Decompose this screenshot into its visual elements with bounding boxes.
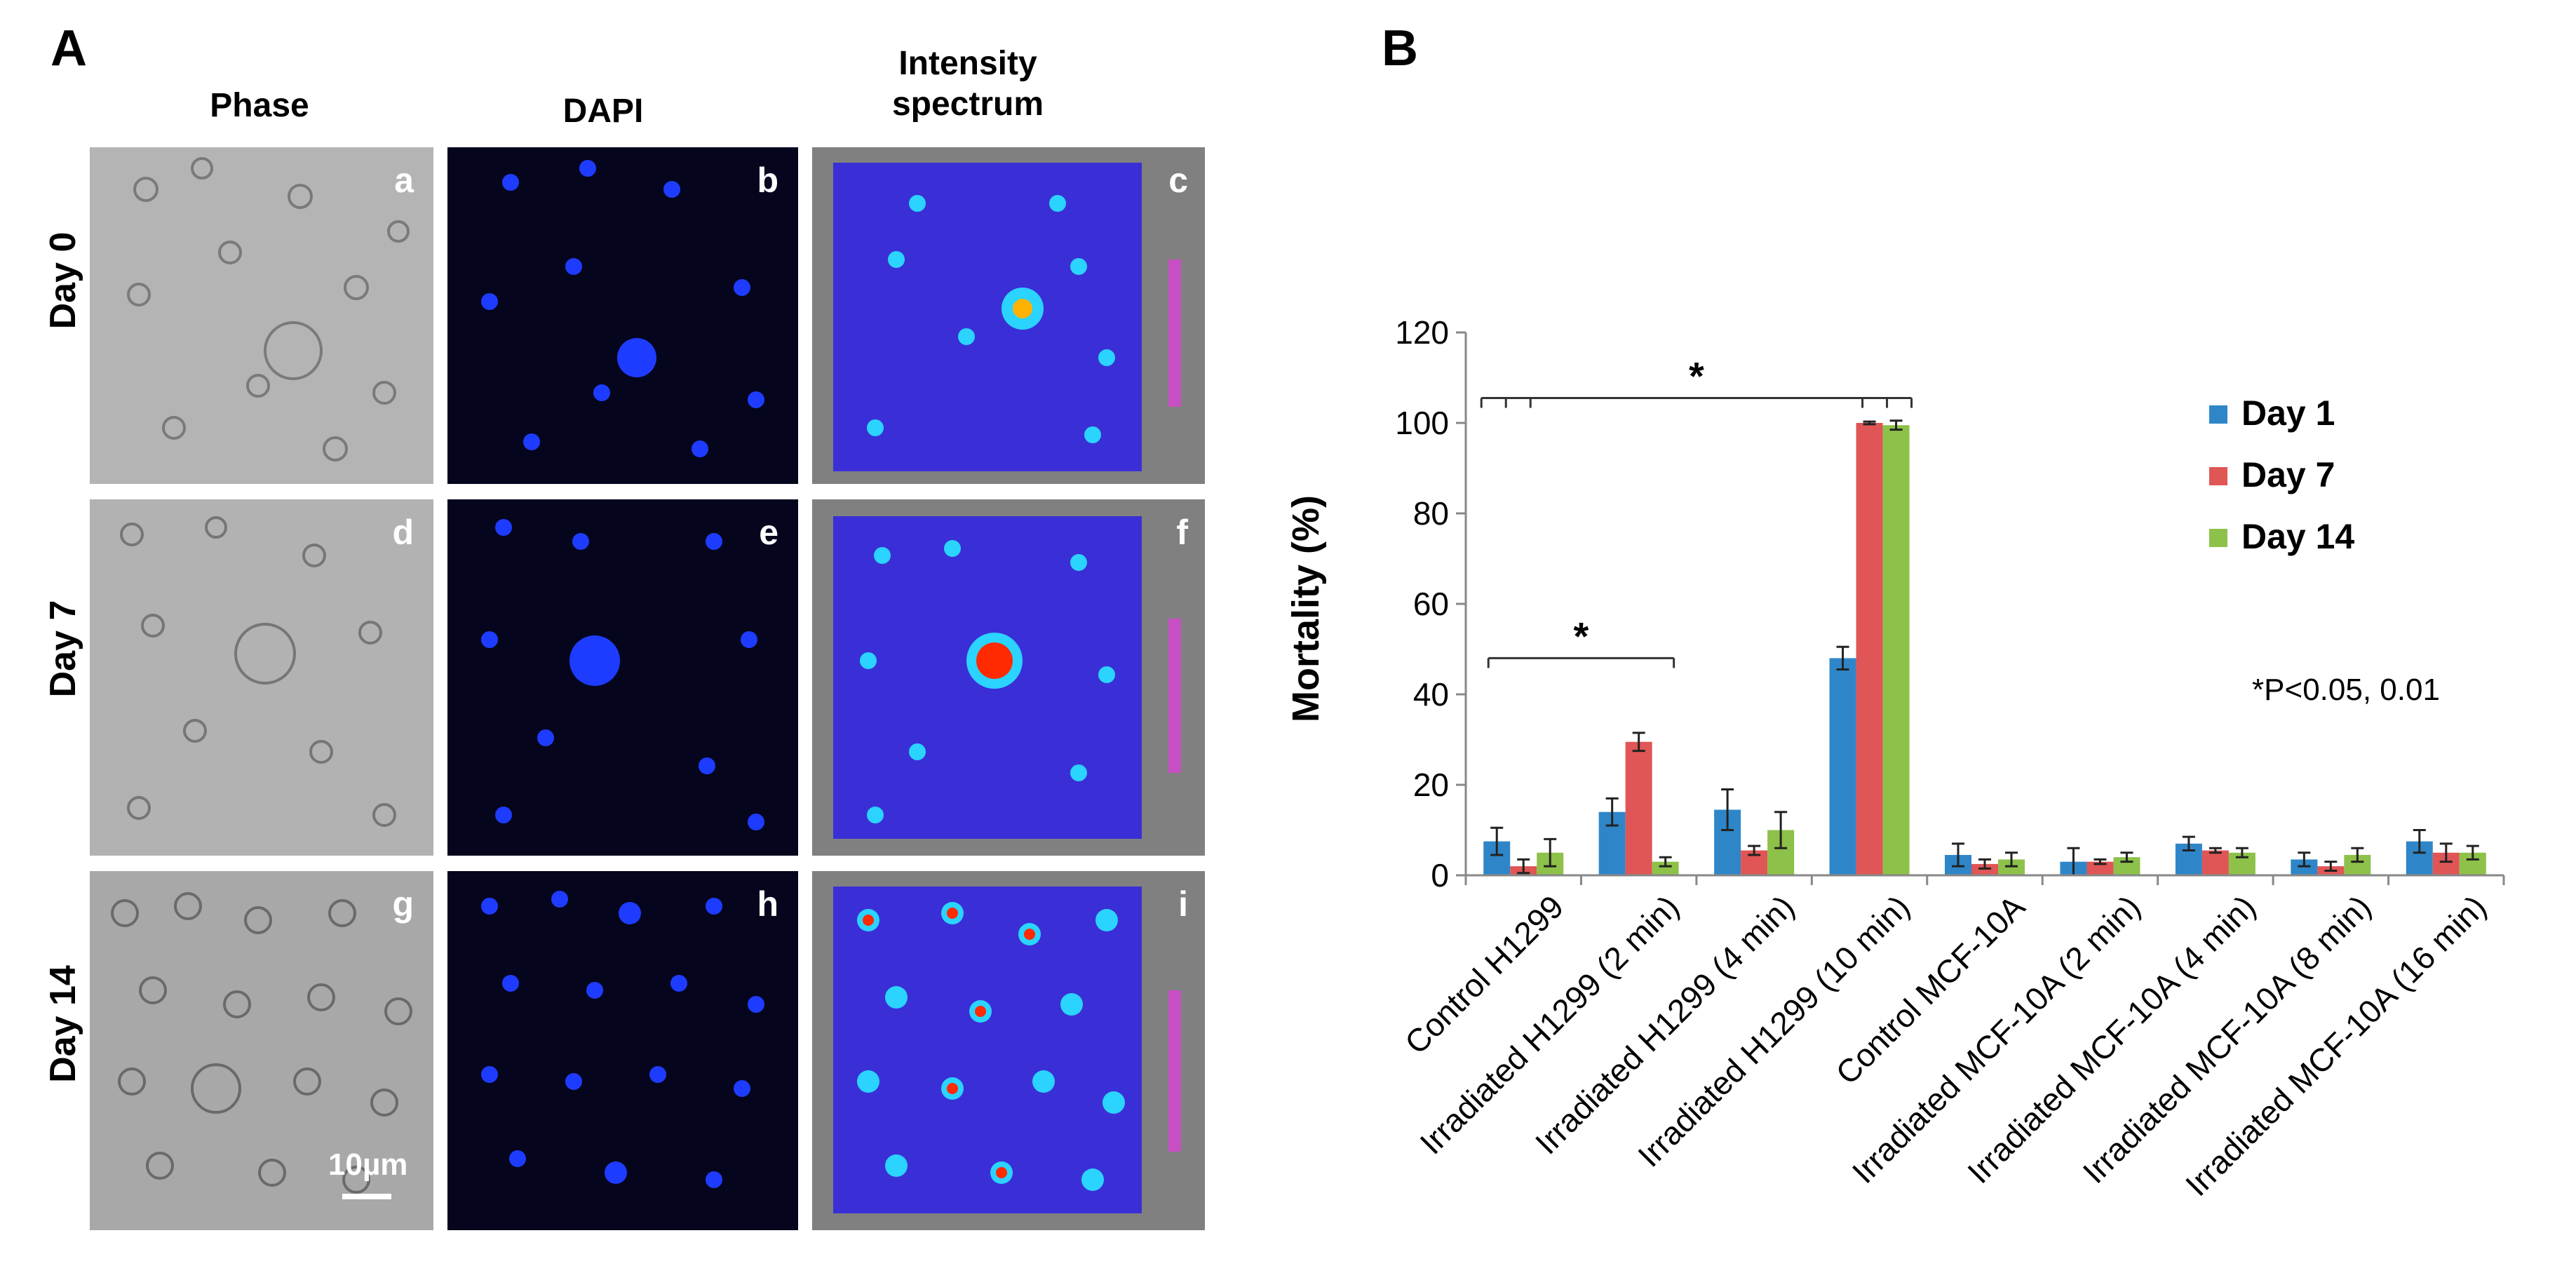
dapi-nuclei-svg <box>447 147 798 484</box>
legend-label: Day 7 <box>2241 455 2335 494</box>
dapi-nuclei-svg <box>447 871 798 1230</box>
intensity-image-day-7: f <box>812 499 1205 856</box>
y-tick-label: 120 <box>1395 314 1449 351</box>
legend-label: Day 1 <box>2241 393 2335 433</box>
dapi-nuclei-svg <box>447 499 798 856</box>
bar-day-7 <box>2086 861 2114 875</box>
intensity-heatmap-svg <box>812 871 1205 1230</box>
panel-b-label: B <box>1382 20 1418 76</box>
tile-label-b: b <box>757 161 778 200</box>
bar-day-1 <box>2291 859 2318 875</box>
y-tick-label: 100 <box>1395 405 1449 441</box>
y-axis-label: Mortality (%) <box>1285 495 1327 722</box>
x-category-label: Control MCF-10A <box>1828 888 2032 1091</box>
phase-cells-svg <box>90 871 433 1230</box>
bar-day-7 <box>2201 850 2229 875</box>
tile-label-c: c <box>1168 161 1188 200</box>
intensity-heatmap-svg <box>812 147 1205 484</box>
y-tick-label: 0 <box>1431 857 1449 894</box>
column-header-intensity-spectrum: Intensity spectrum <box>891 45 1044 123</box>
phase-image-day-7: d <box>90 499 433 856</box>
bar-day-14 <box>1882 425 1910 875</box>
phase-image-day-14: g 10µm <box>90 871 433 1230</box>
bar-day-14 <box>1998 859 2025 875</box>
y-tick-label: 20 <box>1413 767 1449 803</box>
tile-label-i: i <box>1178 884 1188 924</box>
column-header-phase: Phase <box>210 87 309 124</box>
legend-swatch <box>2209 529 2227 547</box>
intensity-heatmap-svg <box>812 499 1205 856</box>
dapi-image-day-0: b <box>447 147 798 484</box>
phase-image-day-0: a <box>90 147 433 484</box>
intensity-image-day-14: i <box>812 871 1205 1230</box>
bar-day-14 <box>1652 861 1679 875</box>
bar-day-7 <box>1971 863 1998 875</box>
phase-cells-svg <box>90 499 433 856</box>
y-tick-label: 40 <box>1413 676 1449 713</box>
dapi-image-day-7: e <box>447 499 798 856</box>
dapi-image-day-14: h <box>447 871 798 1230</box>
tile-label-e: e <box>759 513 778 552</box>
tile-label-f: f <box>1176 513 1188 552</box>
p-value-note: *P<0.05, 0.01 <box>2252 673 2440 707</box>
tile-label-d: d <box>392 513 414 552</box>
bar-day-7 <box>1625 741 1652 875</box>
tile-label-g: g <box>392 884 414 924</box>
bar-day-7 <box>1856 423 1883 875</box>
legend-swatch <box>2209 405 2227 424</box>
bar-day-1 <box>1829 658 1856 875</box>
tile-label-h: h <box>757 884 778 924</box>
scale-bar-label: 10µm <box>328 1147 408 1182</box>
legend-swatch <box>2209 467 2227 485</box>
y-tick-label: 80 <box>1413 495 1449 532</box>
phase-cells-svg <box>90 147 433 484</box>
significance-marker: * <box>1689 354 1704 398</box>
tile-label-a: a <box>394 161 414 200</box>
significance-marker: * <box>1574 614 1589 658</box>
column-header-dapi: DAPI <box>562 93 644 130</box>
y-tick-label: 60 <box>1413 586 1449 622</box>
intensity-image-day-0: c <box>812 147 1205 484</box>
panel-a-label: A <box>50 20 87 76</box>
legend-label: Day 14 <box>2241 517 2354 556</box>
